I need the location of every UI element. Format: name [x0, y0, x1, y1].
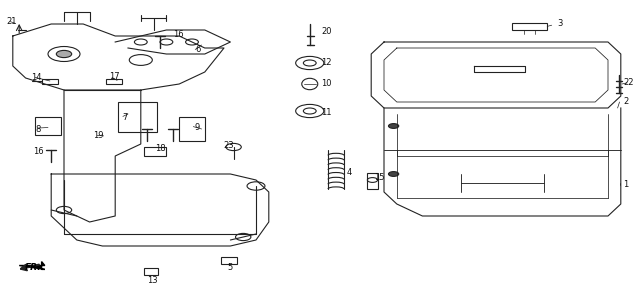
Text: 17: 17 [109, 72, 119, 81]
Polygon shape [19, 262, 45, 269]
Text: 8: 8 [36, 124, 41, 134]
Bar [106, 79, 122, 84]
Bar [221, 256, 237, 264]
Text: 15: 15 [374, 173, 385, 182]
Bar [367, 172, 378, 189]
Circle shape [56, 50, 72, 58]
Text: 22: 22 [624, 78, 634, 87]
Text: 23: 23 [224, 141, 234, 150]
Bar [179, 117, 205, 141]
Text: 5: 5 [228, 263, 233, 272]
Text: 9: 9 [195, 123, 200, 132]
Text: 12: 12 [321, 58, 332, 67]
Text: 3: 3 [557, 20, 563, 28]
Text: 21: 21 [6, 16, 17, 26]
Text: 1: 1 [623, 180, 628, 189]
Text: 20: 20 [321, 27, 332, 36]
Text: 16: 16 [33, 147, 44, 156]
Text: 2: 2 [623, 98, 628, 106]
Text: 7: 7 [122, 112, 127, 122]
Bar [144, 147, 166, 156]
Text: 14: 14 [31, 74, 42, 82]
Text: 10: 10 [321, 80, 332, 88]
Bar [35, 117, 61, 135]
Text: 11: 11 [321, 108, 332, 117]
Circle shape [388, 172, 399, 176]
Text: 18: 18 [155, 144, 165, 153]
Text: 4: 4 [346, 168, 351, 177]
Bar [42, 79, 58, 84]
Text: 6: 6 [196, 45, 201, 54]
Circle shape [388, 124, 399, 128]
Bar [512, 23, 547, 30]
Bar [144, 268, 158, 274]
Text: 19: 19 [93, 131, 103, 140]
Text: 16: 16 [173, 30, 183, 39]
Text: FR.: FR. [25, 262, 42, 272]
Bar [118, 102, 157, 132]
Text: 13: 13 [147, 276, 157, 285]
